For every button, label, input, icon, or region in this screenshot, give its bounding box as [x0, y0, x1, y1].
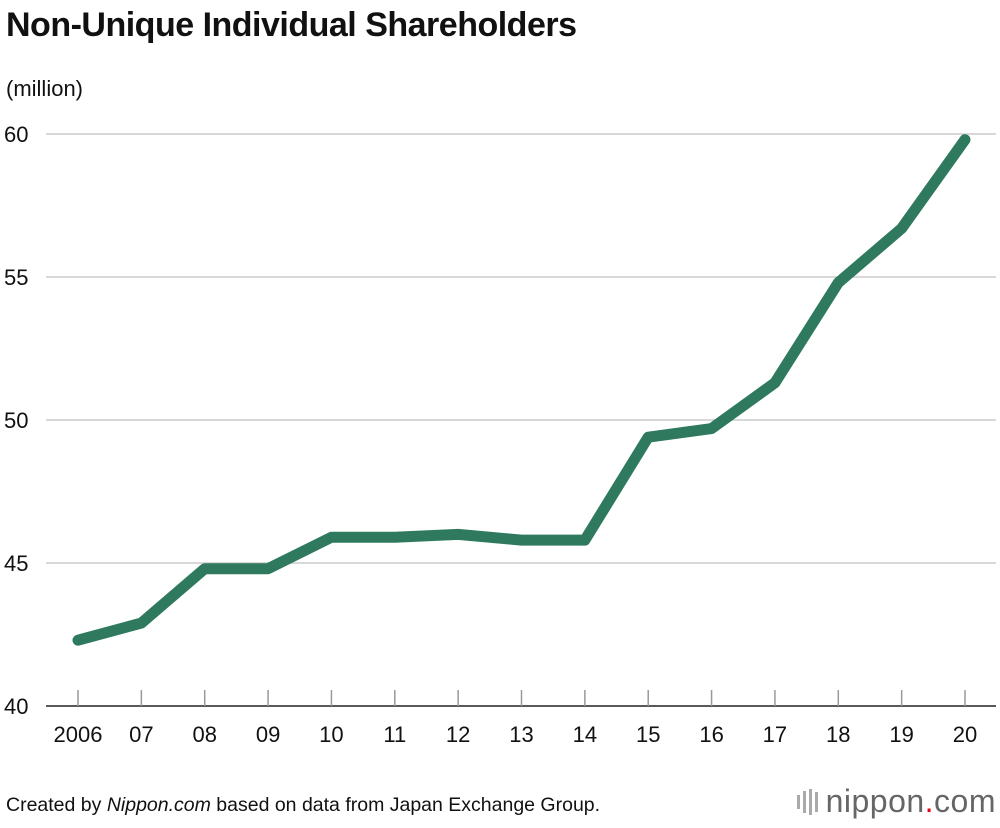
y-tick-label: 60	[4, 122, 28, 147]
y-axis-unit-label: (million)	[6, 76, 83, 101]
x-tick-label: 09	[256, 722, 280, 747]
x-tick-label: 17	[763, 722, 787, 747]
x-tick-label: 12	[446, 722, 470, 747]
x-tick-label: 20	[953, 722, 977, 747]
logo-name-part2: com	[934, 783, 996, 819]
logo-dot: .	[924, 783, 935, 819]
x-tick-label: 15	[636, 722, 660, 747]
x-tick-label: 16	[699, 722, 723, 747]
x-tick-label: 13	[509, 722, 533, 747]
y-tick-label: 40	[4, 694, 28, 719]
logo-name-part1: nippon	[825, 783, 925, 819]
series-line	[72, 134, 971, 646]
y-tick-label: 55	[4, 265, 28, 290]
gridlines	[46, 133, 996, 564]
y-tick-label: 50	[4, 408, 28, 433]
x-axis	[46, 690, 996, 707]
x-tick-label: 07	[129, 722, 153, 747]
x-tick-label: 11	[383, 722, 406, 747]
series	[72, 134, 971, 646]
footer-prefix: Created by	[6, 794, 107, 816]
x-tick-label: 14	[573, 722, 597, 747]
y-tick-labels: 40 45 50 55 60	[4, 122, 28, 719]
y-tick-label: 45	[4, 551, 28, 576]
footer-suffix: based on data from Japan Exchange Group.	[210, 794, 601, 816]
x-tick-label: 08	[192, 722, 216, 747]
source-footer: Created by Nippon.com based on data from…	[6, 794, 600, 817]
x-tick-label: 19	[889, 722, 913, 747]
footer-source-name: Nippon.com	[106, 794, 211, 816]
x-tick-label: 18	[826, 722, 850, 747]
nippon-logo: nippon. com	[796, 783, 996, 820]
x-tick-label: 10	[319, 722, 343, 747]
x-tick-label: 2006	[54, 722, 103, 747]
logo-bars-icon	[796, 788, 818, 815]
x-tick-labels: 2006 07 08 09 10 11 12 13 14 15 16 17 18 19 20	[54, 722, 978, 747]
chart-title: Non-Unique Individual Shareholders	[6, 6, 577, 44]
